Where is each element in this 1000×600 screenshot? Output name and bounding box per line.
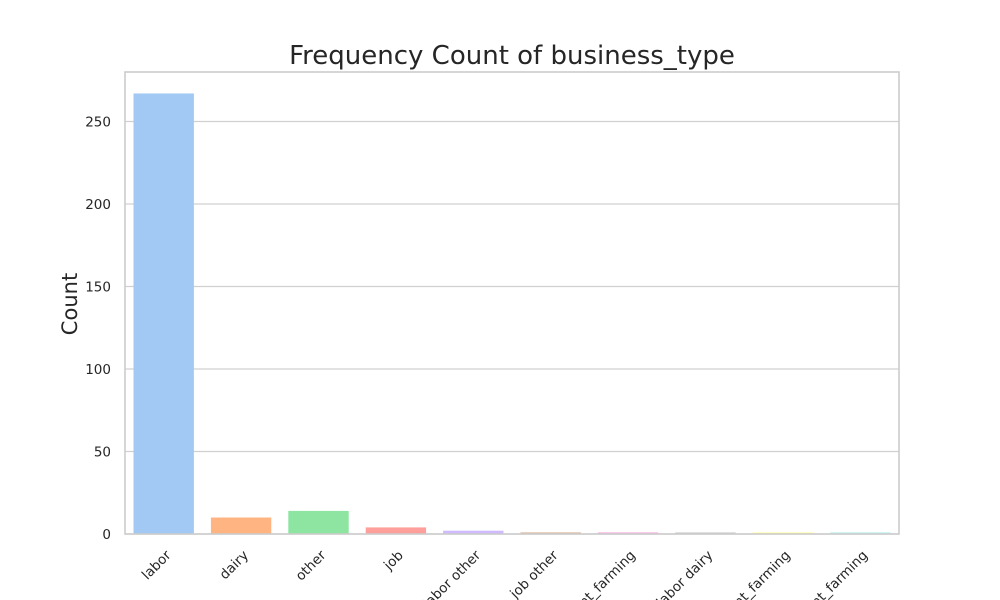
- x-tick-label: job other: [506, 547, 561, 600]
- x-tick-labels: labor dairy other job labor other job other pl…: [139, 547, 871, 600]
- bar: [752, 532, 814, 534]
- y-tick-label: 100: [85, 362, 111, 378]
- x-tick-label: labor dairy: [654, 548, 717, 600]
- grid-lines: [125, 120, 899, 535]
- y-axis-label: Count: [58, 273, 82, 335]
- y-tick-label: 50: [94, 445, 111, 461]
- x-tick-label: plant_farming: [794, 548, 871, 600]
- plot-frame: [124, 71, 900, 535]
- bar: [210, 517, 272, 534]
- y-tick-label: 0: [102, 527, 111, 543]
- x-tick-label: labor other: [420, 547, 484, 600]
- x-tick-label: other: [293, 547, 330, 584]
- y-tick-label: 200: [85, 197, 111, 213]
- bar: [830, 532, 891, 534]
- bar: [133, 93, 194, 534]
- chart-title: Frequency Count of business_type: [289, 41, 735, 71]
- bar: [288, 510, 349, 534]
- bar: [365, 527, 427, 534]
- bar: [520, 532, 581, 534]
- y-tick-label: 250: [85, 115, 111, 131]
- bar: [443, 530, 504, 534]
- bar: [597, 532, 659, 534]
- x-tick-label: job: [380, 548, 407, 575]
- x-tick-label: dairy: [216, 548, 251, 583]
- x-tick-label: plant_farming: [716, 548, 793, 600]
- y-tick-labels: 0 50 100 150 200 250: [85, 115, 111, 544]
- bars: [133, 93, 891, 534]
- x-tick-label: plant_farming: [561, 548, 638, 600]
- x-tick-label: labor: [139, 547, 175, 583]
- bar: [675, 532, 736, 534]
- y-tick-label: 150: [85, 280, 111, 296]
